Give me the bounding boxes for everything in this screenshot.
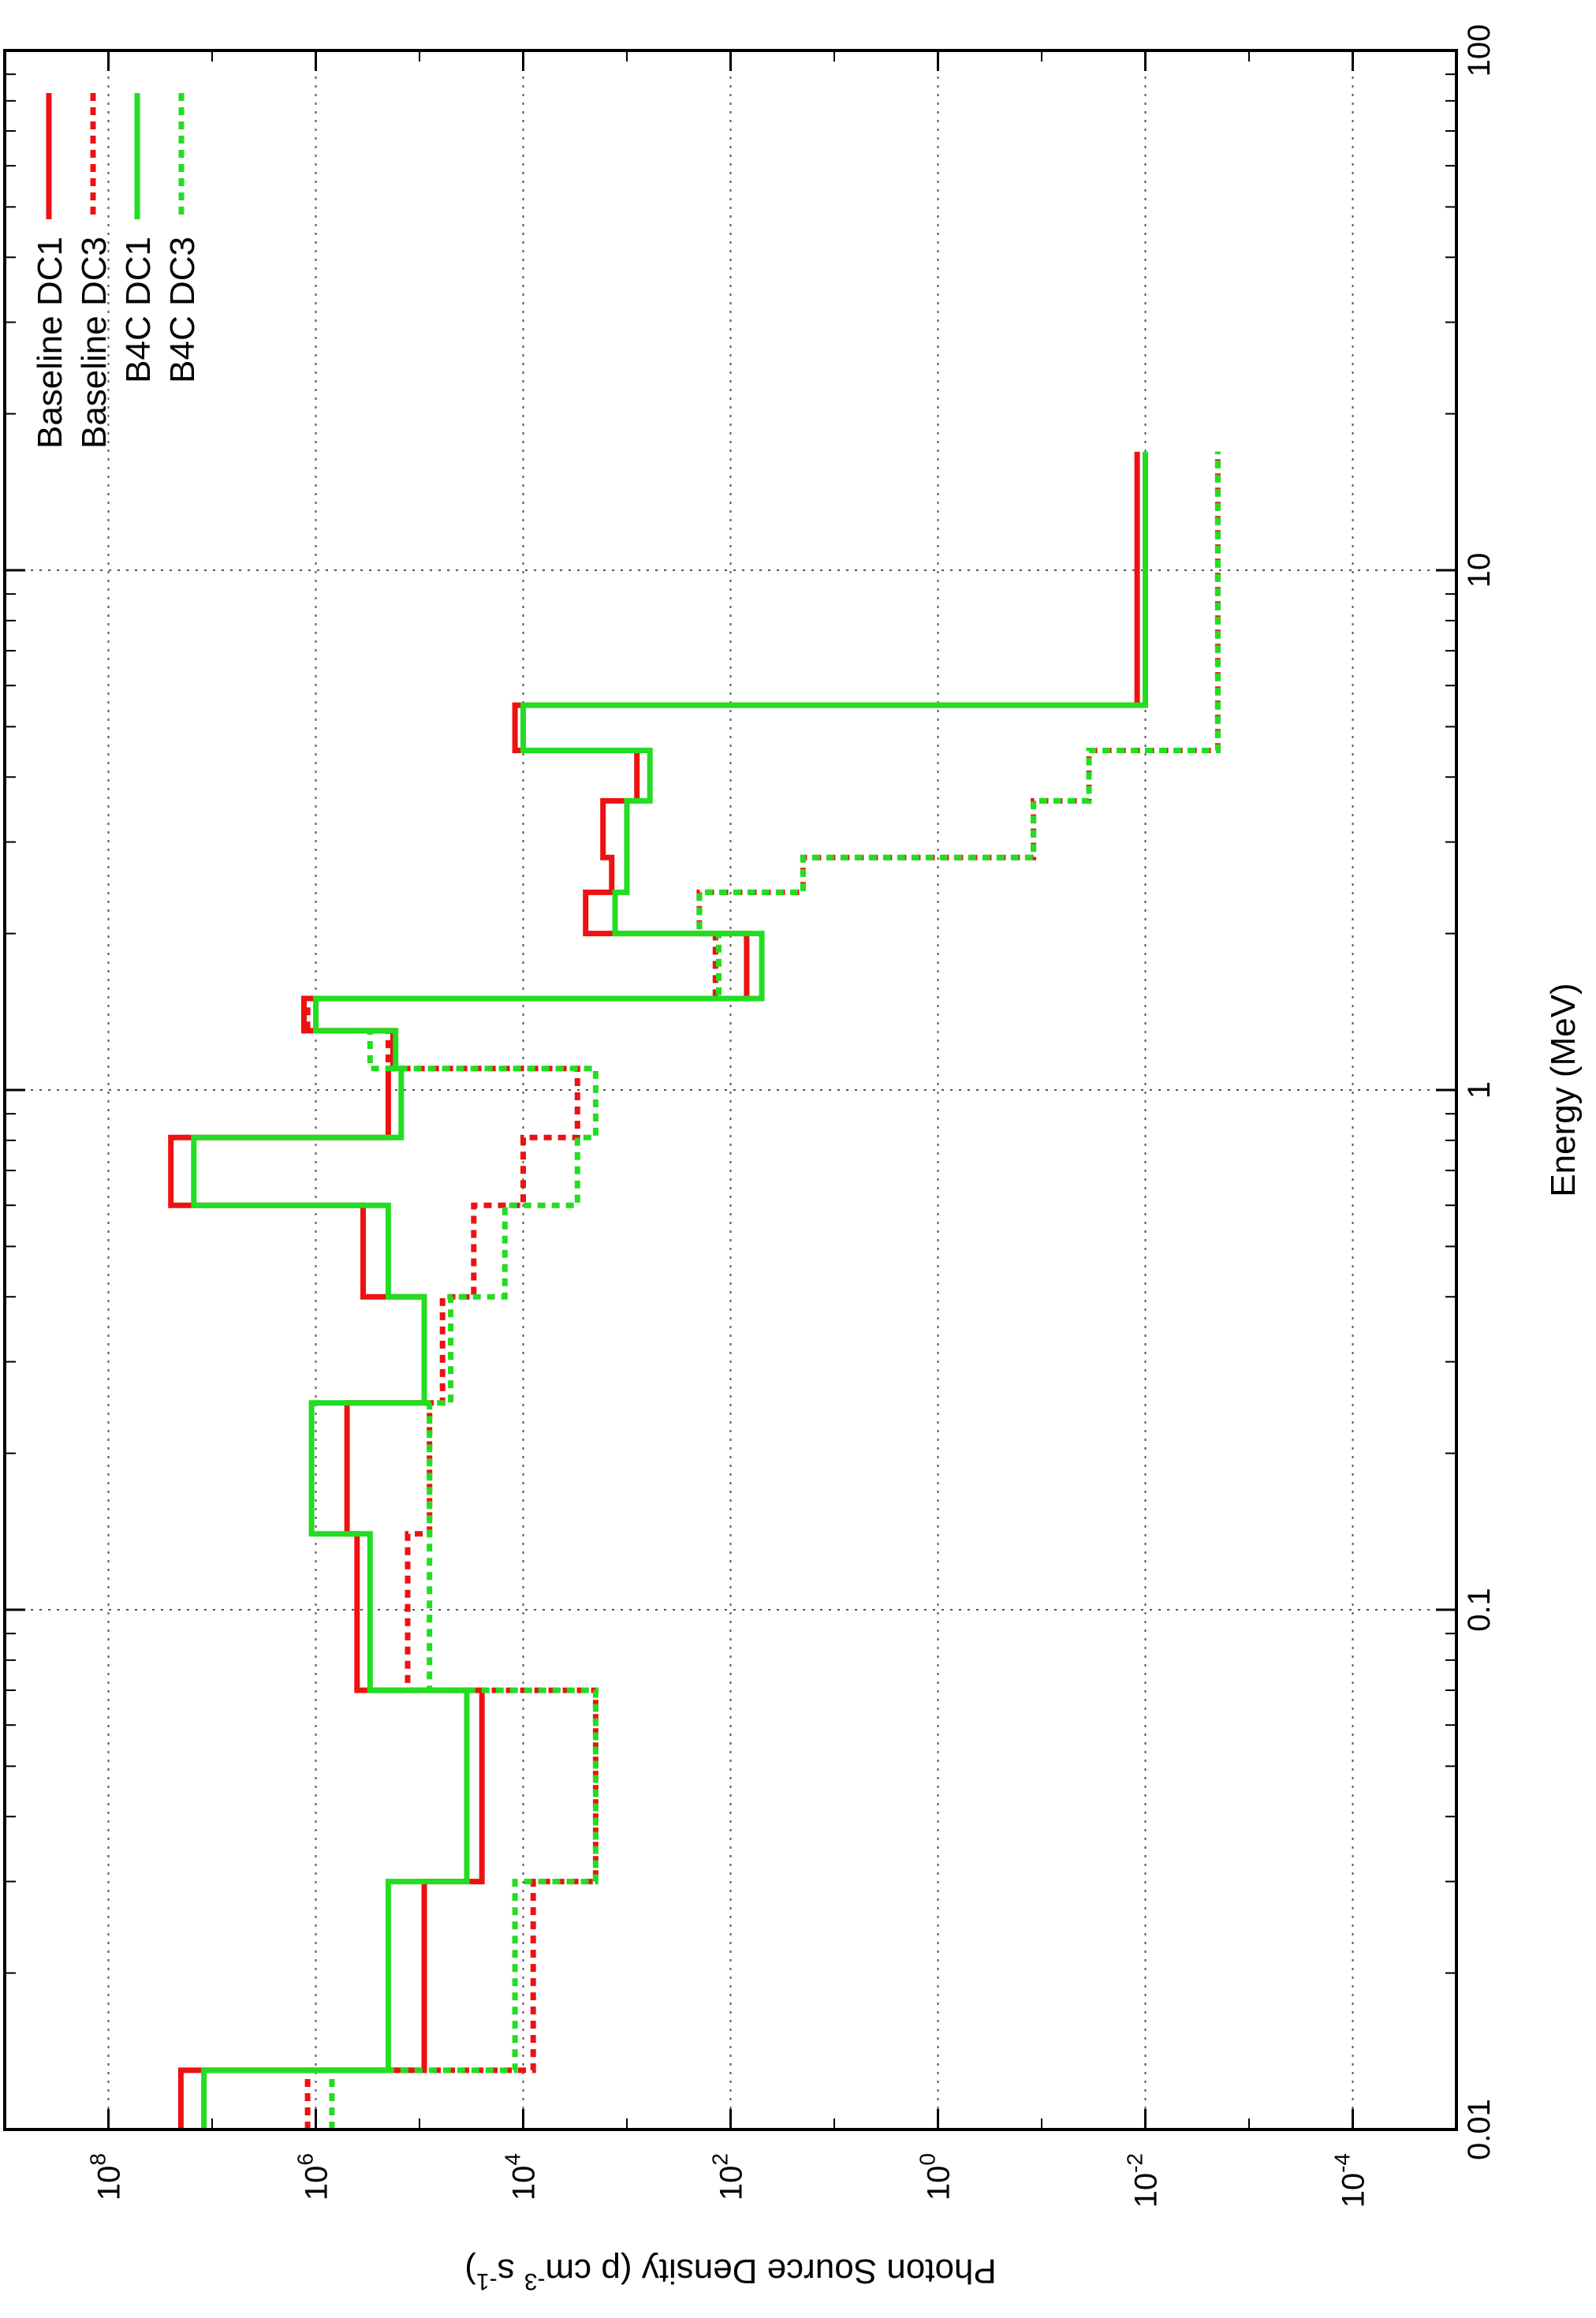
y-axis-label-base: Photon Source Density (p cm (546, 2252, 997, 2290)
y-tick-exponent: 2 (708, 2153, 733, 2166)
data-series (168, 451, 1221, 2129)
series-b4c-dc1 (191, 451, 1148, 2129)
legend-label: Baseline DC3 (75, 237, 114, 449)
y-tick-base: 10 (92, 2166, 127, 2201)
y-tick-exponent: 6 (293, 2153, 318, 2166)
x-tick-label: 0.1 (1462, 1588, 1497, 1632)
y-tick-label: 100 (915, 2153, 956, 2200)
y-tick-exponent: 0 (915, 2153, 940, 2166)
y-tick-exponent: 4 (501, 2153, 525, 2166)
y-tick-label: 108 (86, 2153, 127, 2200)
legend-label: Baseline DC1 (31, 237, 69, 449)
y-tick-base: 10 (922, 2166, 956, 2201)
x-tick-label: 100 (1462, 24, 1497, 77)
y-axis-label-exponent: -1 (476, 2268, 498, 2294)
y-axis-label-end: ) (464, 2252, 476, 2290)
x-tick-label: 0.01 (1462, 2099, 1497, 2160)
x-tick-label: 1 (1462, 1081, 1497, 1099)
y-axis-label: Photon Source Density (p cm-3 s-1) (464, 2252, 997, 2294)
y-tick-base: 10 (1337, 2173, 1371, 2208)
legend-label: B4C DC3 (163, 237, 202, 383)
series-b4c-dc3 (313, 451, 1221, 2129)
y-tick-label: 10-2 (1123, 2153, 1164, 2208)
y-tick-label: 102 (708, 2153, 749, 2200)
y-tick-base: 10 (1129, 2173, 1164, 2208)
y-tick-label: 104 (501, 2153, 542, 2200)
y-tick-exponent: 8 (86, 2153, 110, 2166)
axis-ticks (5, 49, 1457, 2131)
x-tick-label: 10 (1462, 553, 1497, 588)
y-axis-label-mid: s (498, 2252, 524, 2290)
y-tick-base: 10 (507, 2166, 542, 2201)
y-tick-exponent: -2 (1123, 2153, 1147, 2173)
y-tick-base: 10 (714, 2166, 749, 2201)
y-tick-exponent: -4 (1330, 2153, 1355, 2173)
x-axis-label: Energy (MeV) (1544, 983, 1583, 1196)
plot-frame (3, 49, 1458, 2131)
grid-lines (5, 50, 1456, 2129)
y-tick-label: 10-4 (1330, 2153, 1371, 2208)
y-tick-label: 106 (293, 2153, 334, 2200)
legend: Baseline DC1 Baseline DC3 B4C DC1 B4C DC3 (31, 93, 202, 449)
y-axis-label-exponent: -3 (524, 2268, 546, 2294)
legend-label: B4C DC1 (119, 237, 158, 383)
y-tick-base: 10 (300, 2166, 334, 2201)
